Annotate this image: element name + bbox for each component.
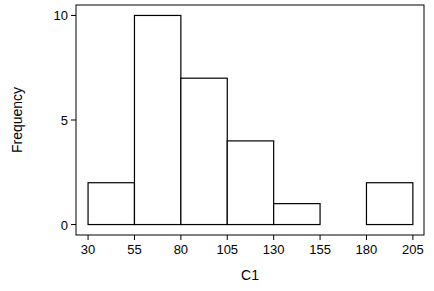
x-tick-label: 180	[356, 242, 378, 257]
x-tick	[227, 235, 228, 240]
x-tick	[88, 235, 89, 240]
x-tick	[412, 235, 413, 240]
bar	[274, 204, 320, 225]
x-tick-label: 205	[402, 242, 424, 257]
y-axis-label: Frequency	[9, 87, 25, 153]
x-tick-label: 55	[127, 242, 141, 257]
x-tick	[180, 235, 181, 240]
chart: 30 55 80 105 130 155 180 205 0 5 10 C1 Frequency	[0, 0, 434, 291]
y-tick	[71, 120, 76, 121]
bar	[181, 78, 227, 224]
plot-frame	[76, 5, 424, 235]
bar	[227, 141, 273, 225]
x-tick-label: 155	[309, 242, 331, 257]
x-tick-label: 130	[263, 242, 285, 257]
bar	[88, 183, 134, 225]
x-tick-label: 30	[81, 242, 95, 257]
x-tick	[320, 235, 321, 240]
x-tick-label: 105	[216, 242, 238, 257]
y-tick-label: 0	[61, 218, 68, 233]
bar	[366, 183, 412, 225]
x-axis-label: C1	[241, 267, 259, 283]
x-tick-label: 80	[174, 242, 188, 257]
y-tick-label: 10	[54, 8, 68, 23]
x-tick	[134, 235, 135, 240]
x-tick	[273, 235, 274, 240]
bar	[134, 15, 180, 224]
y-tick-label: 5	[61, 113, 68, 128]
y-tick	[71, 224, 76, 225]
bars	[88, 15, 413, 224]
x-tick	[366, 235, 367, 240]
bar	[320, 224, 366, 225]
y-tick	[71, 15, 76, 16]
